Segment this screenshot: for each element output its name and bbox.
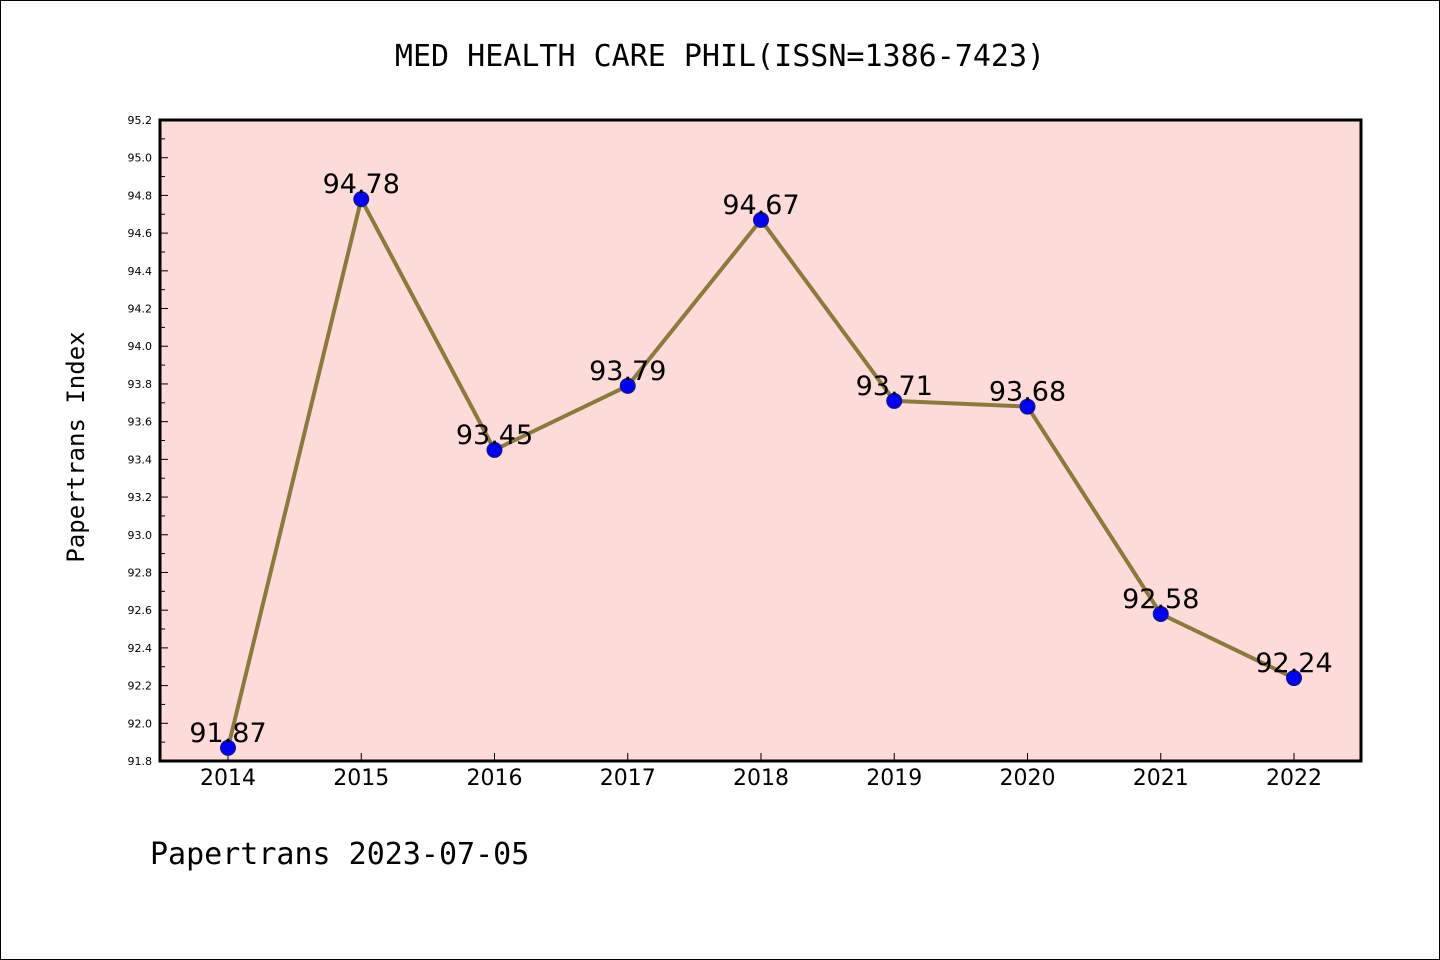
data-point-marker xyxy=(1019,398,1036,415)
x-axis: 2014 2015 2016 2017 2018 2019 2020 2021 2022 xyxy=(200,753,1322,791)
data-label: 93.79 xyxy=(589,356,666,387)
data-label: 94.67 xyxy=(722,190,799,221)
y-tick-label: 93.2 xyxy=(128,491,153,504)
y-tick-label: 94.0 xyxy=(128,340,153,353)
footer-text: Papertrans 2023-07-05 xyxy=(150,837,529,872)
y-axis: 91.8 92.0 92.2 92.4 92.6 92.8 93.0 93.2 93.4 93.6… xyxy=(128,114,168,768)
x-tick-label: 2016 xyxy=(467,766,523,791)
y-tick-label: 92.0 xyxy=(128,717,153,730)
x-tick-label: 2015 xyxy=(333,766,389,791)
data-point-marker xyxy=(353,191,370,208)
x-tick-label: 2018 xyxy=(733,766,789,791)
x-tick-label: 2021 xyxy=(1133,766,1189,791)
x-tick-label: 2022 xyxy=(1266,766,1322,791)
data-label: 92.24 xyxy=(1255,648,1332,679)
x-tick-label: 2019 xyxy=(866,766,922,791)
y-axis-label: Papertrans Index xyxy=(62,331,90,562)
data-label: 93.71 xyxy=(856,371,933,402)
y-tick-label: 94.6 xyxy=(128,227,153,240)
data-point-marker xyxy=(753,211,769,228)
y-tick-label: 92.2 xyxy=(128,680,153,693)
data-label: 93.68 xyxy=(989,377,1066,408)
data-point-marker xyxy=(1152,605,1169,622)
data-label: 94.78 xyxy=(323,169,400,200)
y-tick-label: 92.6 xyxy=(128,604,153,617)
data-label: 91.87 xyxy=(189,718,266,749)
plot-border xyxy=(158,118,1363,763)
x-tick-label: 2014 xyxy=(200,766,256,791)
data-label: 92.58 xyxy=(1122,584,1199,615)
data-point-marker xyxy=(886,392,903,409)
y-tick-label: 91.8 xyxy=(128,755,153,768)
y-tick-label: 95.2 xyxy=(128,114,153,127)
data-point-marker xyxy=(486,441,503,458)
y-tick-label: 94.2 xyxy=(128,303,153,316)
chart-title: MED HEALTH CARE PHIL(ISSN=1386-7423) xyxy=(395,39,1045,74)
series-markers xyxy=(220,191,1302,756)
y-tick-label: 93.6 xyxy=(128,416,153,429)
x-tick-label: 2020 xyxy=(1000,766,1056,791)
y-tick-label: 95.0 xyxy=(128,152,153,165)
y-tick-label: 93.0 xyxy=(128,529,153,542)
y-tick-label: 92.8 xyxy=(128,566,153,579)
y-tick-label: 94.8 xyxy=(128,189,153,202)
y-tick-label: 92.4 xyxy=(128,642,153,655)
data-labels: 91.87 94.78 93.45 93.79 94.67 93.71 93.68 92.58… xyxy=(189,169,1332,749)
x-tick-label: 2017 xyxy=(600,766,656,791)
y-tick-label: 93.4 xyxy=(128,453,153,466)
data-point-marker xyxy=(1286,670,1302,687)
data-label: 93.45 xyxy=(456,420,533,451)
data-point-marker xyxy=(220,739,236,756)
y-tick-label: 94.4 xyxy=(128,265,153,278)
y-tick-label: 93.8 xyxy=(128,378,153,391)
data-point-marker xyxy=(619,377,636,394)
